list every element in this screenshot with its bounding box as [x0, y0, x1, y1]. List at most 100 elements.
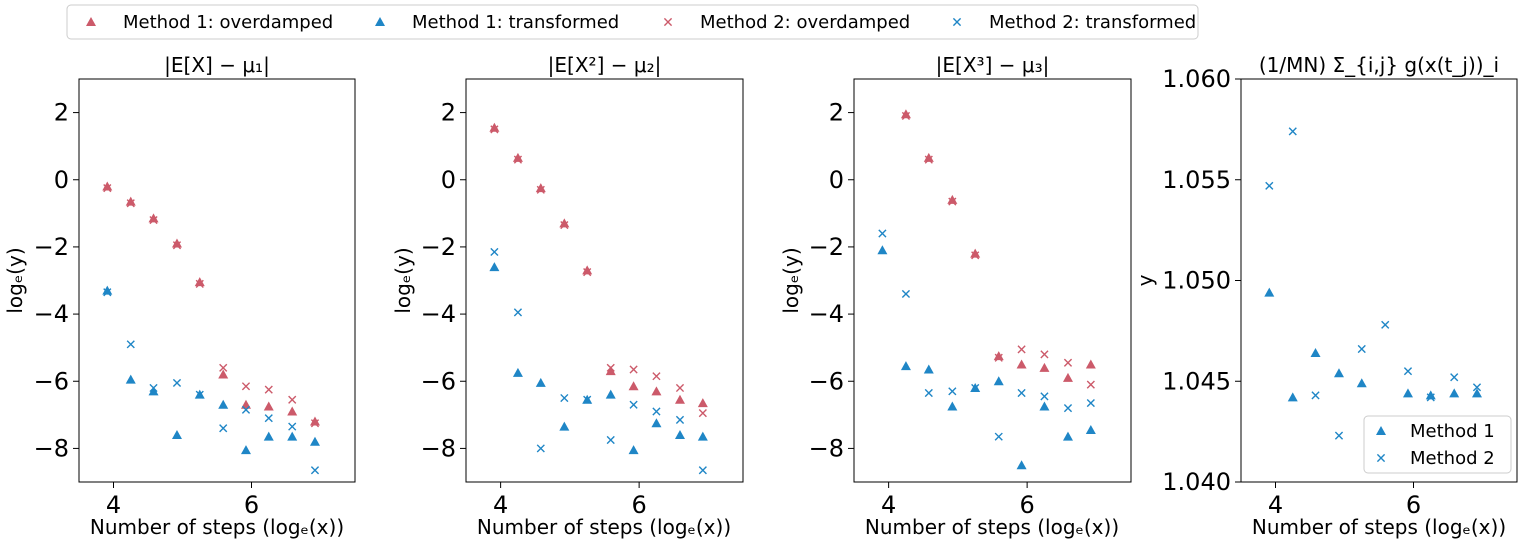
data-point	[1403, 367, 1413, 376]
y-tick-label: 1.050	[1162, 267, 1231, 295]
data-point	[1040, 392, 1049, 401]
data-point	[901, 289, 911, 299]
legend-label: Method 2: overdamped	[700, 12, 910, 33]
data-point	[1449, 388, 1460, 398]
y-tick-label: 0	[54, 166, 69, 194]
legend-label: Method 1: overdamped	[123, 12, 333, 33]
subplot-2: 4 6 −8 −6 −4 −2 0 2 Number of steps (logₑ(x)) log…	[391, 53, 744, 539]
subplot-title: |E[X²] − μ₂|	[548, 53, 662, 77]
data-point	[993, 351, 1004, 361]
data-point	[287, 406, 298, 416]
data-point	[1402, 388, 1413, 398]
data-point	[651, 386, 662, 396]
y-tick-label: 1.055	[1162, 166, 1231, 194]
series-method-2-overdamped	[490, 125, 707, 418]
data-point	[698, 409, 707, 418]
legend-label: Method 1	[1410, 421, 1495, 442]
y-tick-label: −4	[809, 300, 844, 328]
data-point	[901, 111, 911, 121]
data-point	[1063, 404, 1073, 413]
y-tick-label: −4	[421, 300, 456, 328]
axes-frame	[853, 78, 1132, 483]
data-point	[103, 288, 112, 297]
y-tick-label: 2	[829, 99, 844, 127]
data-point	[1016, 460, 1027, 470]
data-point	[1017, 388, 1026, 398]
y-axis-label: logₑ(y)	[3, 247, 27, 313]
subplot-title: |E[X] − μ₁|	[164, 53, 270, 77]
data-point	[674, 394, 685, 404]
series-method-2	[1265, 127, 1482, 440]
x-tick-label: 4	[881, 491, 896, 519]
data-point	[240, 399, 251, 409]
legend-label: Method 2	[1410, 448, 1495, 469]
data-point	[560, 220, 569, 230]
data-point	[878, 229, 887, 238]
data-point	[1356, 378, 1367, 388]
data-point	[219, 424, 228, 433]
data-point	[125, 374, 136, 384]
data-point	[1264, 287, 1275, 297]
series-method-1-transformed	[877, 245, 1096, 470]
data-point	[948, 197, 957, 206]
data-point	[195, 390, 204, 399]
y-tick-label: −4	[34, 300, 69, 328]
x-tick-label: 6	[1019, 491, 1034, 519]
x-axis-label: Number of steps (logₑ(x))	[477, 515, 731, 539]
data-point	[195, 279, 204, 288]
data-point	[309, 436, 320, 446]
data-point	[947, 401, 958, 411]
figure-legend: Method 1: overdamped Method 1: transforme…	[66, 4, 1199, 40]
data-point	[994, 432, 1003, 441]
data-point	[264, 414, 273, 423]
data-point	[172, 378, 182, 388]
data-point	[877, 245, 888, 255]
series-method-2-overdamped	[901, 111, 1095, 389]
y-tick-label: 1.045	[1162, 367, 1231, 395]
legend-marker	[952, 17, 962, 27]
data-point	[993, 376, 1004, 386]
data-point	[1471, 388, 1482, 398]
data-point	[149, 215, 158, 225]
data-point	[149, 383, 158, 393]
subplot-4: 4 6 1.040 1.045 1.050 1.055 1.060 Number of ste…	[1133, 53, 1518, 539]
data-point	[102, 285, 113, 295]
data-point	[1062, 431, 1073, 441]
data-point	[698, 466, 707, 475]
data-point	[1333, 368, 1344, 378]
data-point	[512, 367, 523, 377]
x-axis-label: Number of steps (logₑ(x))	[90, 515, 344, 539]
data-point	[1016, 359, 1027, 369]
data-point	[1085, 359, 1096, 369]
x-tick-label: 4	[106, 491, 121, 519]
data-point	[309, 416, 320, 426]
data-point	[1039, 401, 1050, 411]
data-point	[900, 361, 911, 371]
data-point	[923, 364, 934, 374]
data-point	[652, 407, 661, 416]
y-tick-label: −6	[34, 367, 69, 395]
x-axis-label: Number of steps (logₑ(x))	[1252, 515, 1506, 539]
axes-frame	[465, 78, 744, 483]
x-tick-label: 6	[631, 491, 646, 519]
data-point	[1381, 320, 1390, 329]
figure-legend-box	[66, 4, 1199, 40]
legend-label: Method 1: transformed	[412, 12, 619, 33]
data-point	[125, 196, 136, 206]
data-point	[1334, 431, 1344, 440]
data-point	[218, 399, 229, 409]
series-method-2-transformed	[878, 229, 1095, 441]
legend-label: Method 2: transformed	[989, 12, 1196, 33]
data-point	[674, 429, 685, 439]
legend-marker	[663, 17, 673, 27]
x-axis-label: Number of steps (logₑ(x))	[865, 515, 1119, 539]
data-point	[535, 377, 546, 387]
data-point	[513, 155, 523, 164]
series-method-1-transformed	[102, 285, 320, 455]
data-point	[1472, 383, 1482, 392]
x-tick-label: 6	[1406, 491, 1421, 519]
y-tick-label: −6	[809, 367, 844, 395]
series-method-2-overdamped	[103, 184, 320, 428]
data-point	[629, 400, 638, 409]
